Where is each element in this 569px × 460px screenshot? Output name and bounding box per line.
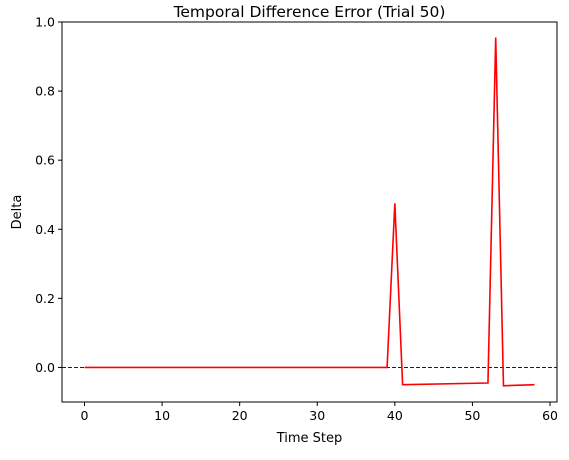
x-tick-label: 20 (232, 408, 248, 423)
series-layer (84, 37, 535, 387)
x-tick-label: 0 (81, 408, 89, 423)
y-tick-label: 0.8 (35, 84, 55, 99)
y-axis-label: Delta (10, 195, 25, 230)
x-tick-label: 50 (464, 408, 480, 423)
chart-title: Temporal Difference Error (Trial 50) (173, 3, 446, 21)
x-tick-label: 10 (154, 408, 170, 423)
y-tick-label: 0.6 (35, 153, 55, 168)
x-tick-label: 30 (309, 408, 325, 423)
plot-frame (61, 21, 558, 403)
y-tick-label: 0.0 (35, 360, 55, 375)
y-tick-label: 0.2 (35, 291, 55, 306)
y-tick-label: 1.0 (35, 15, 55, 30)
x-ticks: 0 10 20 30 40 50 60 (81, 402, 558, 423)
series-line-0 (84, 37, 535, 387)
y-tick-label: 0.4 (35, 222, 55, 237)
x-axis-label: Time Step (276, 431, 343, 446)
x-tick-label: 40 (387, 408, 403, 423)
y-ticks: 0.0 0.2 0.4 0.6 0.8 1.0 (35, 15, 62, 375)
plot-area (62, 22, 557, 402)
x-tick-label: 60 (542, 408, 558, 423)
